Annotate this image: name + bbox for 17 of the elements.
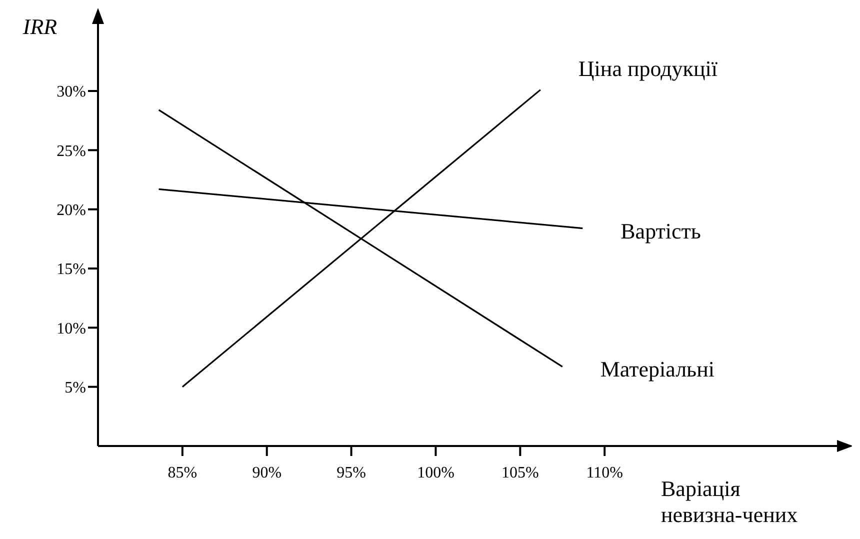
x-tick-label: 100% — [417, 464, 454, 482]
y-tick-label: 10% — [56, 320, 86, 338]
series-label: Вартість — [620, 218, 701, 244]
y-tick-label: 30% — [56, 84, 86, 101]
x-axis-title: Варіація невизна-чених — [661, 476, 798, 527]
series-label: Ціна продукції — [578, 56, 718, 81]
y-tick-label: 20% — [56, 202, 86, 220]
y-axis-title: IRR — [22, 14, 58, 39]
series-label: Матеріальні — [600, 356, 714, 382]
y-tick-label: 5% — [64, 380, 86, 397]
y-tick-label: 15% — [56, 261, 86, 278]
x-tick-label: 95% — [336, 464, 366, 482]
y-tick-label: 25% — [56, 142, 86, 160]
x-tick-label: 85% — [168, 464, 198, 482]
x-tick-label: 110% — [586, 464, 623, 482]
x-tick-label: 105% — [501, 464, 539, 482]
x-tick-label: 90% — [252, 464, 282, 482]
